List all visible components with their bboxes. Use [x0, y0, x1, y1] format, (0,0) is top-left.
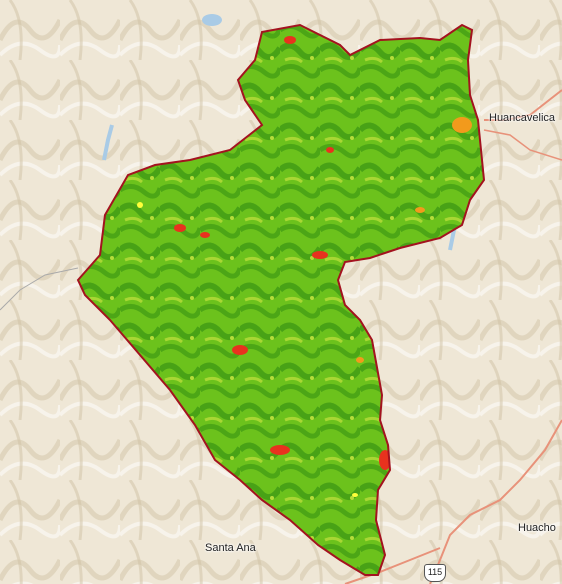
- road-east: [484, 89, 562, 121]
- road-southeast: [429, 419, 562, 584]
- label-santa-ana: Santa Ana: [205, 542, 256, 554]
- route-shield: 115: [424, 564, 446, 582]
- lake-north: [202, 14, 222, 26]
- road-south: [344, 547, 441, 584]
- road-west: [0, 267, 79, 311]
- river-west: [102, 124, 114, 161]
- label-huachocolpa: Huacho: [518, 522, 556, 534]
- label-huancavelica: Huancavelica: [489, 112, 556, 124]
- road-east-2: [483, 129, 562, 161]
